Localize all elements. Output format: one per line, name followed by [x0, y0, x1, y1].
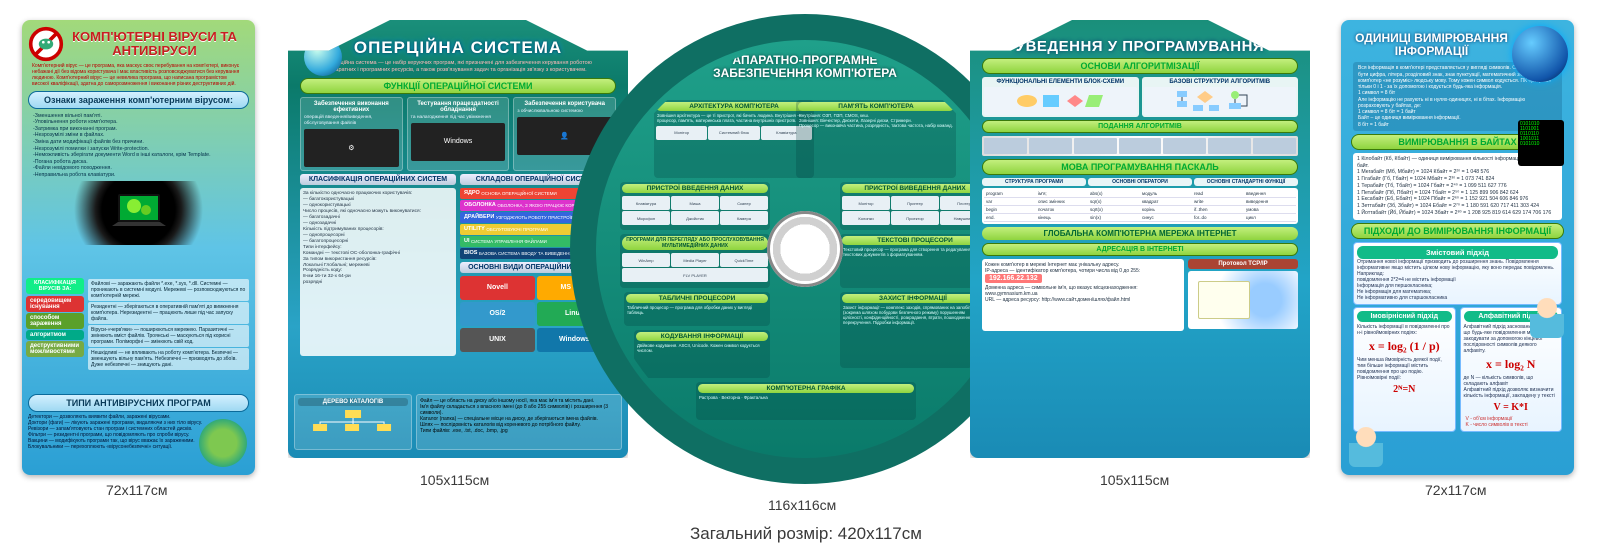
disc-hole — [767, 211, 843, 287]
formula-alpha: x = log₂ N — [1464, 357, 1559, 372]
panel-viruses: КОМП'ЮТЕРНІ ВІРУСИ ТА АНТИВІРУСИ Комп'ют… — [22, 20, 255, 475]
caption-total: Загальний розмір: 420x117см — [690, 524, 922, 544]
classification-desc-col: Файлові — заражають файли *.exe, *.sys, … — [88, 278, 249, 371]
ip-example: 192.166.22.132 — [985, 274, 1042, 283]
caption-2: 105x115см — [420, 472, 489, 488]
panel-disc: АПАРАТНО-ПРОГРАМНЕ ЗАБЕЗПЕЧЕННЯ КОМП'ЮТЕ… — [570, 14, 1040, 484]
tag-env-desc: Файлові — заражають файли *.exe, *.sys, … — [88, 279, 249, 301]
tag-algo: алгоритмом — [26, 330, 84, 340]
sec-mem: ПАМ'ЯТЬ КОМП'ЮТЕРА Внутрішня: ОЗП, ПЗП, … — [796, 100, 956, 178]
thumb-gear: ⚙ — [304, 129, 399, 167]
algo-row: ФУНКЦІОНАЛЬНІ ЕЛЕМЕНТИ БЛОК-СХЕМИ БАЗОВІ… — [976, 77, 1304, 117]
panel-units: ОДИНИЦІ ВИМІРЮВАННЯ ІНФОРМАЦІЇ Вся інфор… — [1341, 20, 1574, 475]
tag-algo-desc: Віруси-«черв'яки» — поширюються мережею.… — [88, 325, 249, 347]
caption-5: 72x117см — [1425, 482, 1487, 498]
band-internet: ГЛОБАЛЬНА КОМП'ЮТЕРНА МЕРЕЖА ІНТЕРНЕТ — [982, 227, 1298, 240]
content-approach-h: Змістовий підхід — [1357, 246, 1558, 259]
sec-in: ПРИСТРОЇ ВВЕДЕННЯ ДАНИХ КлавіатураМишаСк… — [620, 182, 770, 230]
data-globe-icon — [1512, 26, 1568, 82]
band-approaches: ПІДХОДИ ДО ВИМІРЮВАННЯ ІНФОРМАЦІЇ — [1351, 223, 1564, 239]
sec-code: КОДУВАННЯ ІНФОРМАЦІЇ Двійкове кодування.… — [634, 330, 770, 378]
caption-3: 116x116см — [768, 497, 836, 513]
band-os-func: ФУНКЦІЇ ОПЕРАЦІЙНОЇ СИСТЕМИ — [300, 78, 616, 94]
internet-diagram — [1188, 271, 1298, 329]
tag-inf: способом зараження — [26, 313, 84, 329]
proto-label: Протокол TCP/IP — [1188, 259, 1298, 269]
caption-1: 72x117см — [106, 482, 168, 498]
os-novell: Novell — [460, 276, 535, 300]
pascal-table: programім'я;abs(x)модульreadвведення var… — [982, 188, 1298, 224]
prob-approach: Імовірнісний підхід Кількість інформації… — [1353, 307, 1456, 432]
band-signs: Ознаки зараження комп'ютерним вірусом: — [28, 91, 249, 109]
signs-list: -Зменшення вільної пам'яті. -Уповільненн… — [28, 111, 249, 179]
globe-icon — [304, 38, 342, 76]
func-cell-1: Забезпечення виконання ефективнихопераці… — [300, 97, 403, 171]
sec-text: ТЕКСТОВІ ПРОЦЕСОРИ Текстовий процесор — … — [840, 234, 990, 288]
band-algo: ОСНОВИ АЛГОРИТМІЗАЦІЇ — [982, 58, 1298, 74]
formula-prob2: 2ᴺ=N — [1357, 384, 1452, 395]
sec-arch: АРХІТЕКТУРА КОМП'ЮТЕРА Зовнішня архітект… — [654, 100, 814, 178]
tag-env: середовищем існування — [26, 296, 84, 312]
tag-dest-desc: Нешкідливі — не впливають на роботу комп… — [88, 348, 249, 370]
panel1-title: КОМП'ЮТЕРНІ ВІРУСИ ТА АНТИВІРУСИ — [60, 30, 249, 59]
pascal-headers: СТРУКТУРА ПРОГРАМИ ОСНОВНІ ОПЕРАТОРИ ОСН… — [976, 178, 1304, 186]
caption-4: 105x115см — [1100, 472, 1169, 488]
tag-dest: деструктивними можливостями — [26, 341, 84, 357]
panel-programming: УВЕДЕННЯ У ПРОГРАМУВАННЯ ОСНОВИ АЛГОРИТМ… — [970, 20, 1310, 458]
band-av-types: ТИПИ АНТИВІРУСНИХ ПРОГРАМ — [28, 394, 249, 412]
panel1-intro: Комп'ютерний вірус — це програма, яка ма… — [32, 63, 245, 87]
flowchart-shapes-icon — [984, 87, 1137, 115]
poster-set: КОМП'ЮТЕРНІ ВІРУСИ ТА АНТИВІРУСИ Комп'ют… — [0, 0, 1600, 551]
band-repr: ПОДАННЯ АЛГОРИТМІВ — [982, 120, 1298, 133]
class-text: За кількістю одночасно працюючих користу… — [300, 188, 456, 356]
sub-tree: ДЕРЕВО КАТАЛОГІВ — [298, 398, 408, 406]
content-approach-p: Отримання нової інформації призводить до… — [1357, 259, 1558, 301]
formula-prob: x = log₂ (1 / p) — [1357, 339, 1452, 354]
sec-table: ТАБЛИЧНІ ПРОЦЕСОРИ Табличний процесор — … — [624, 292, 770, 326]
box-blocks: ФУНКЦІОНАЛЬНІ ЕЛЕМЕНТИ БЛОК-СХЕМИ — [982, 77, 1139, 117]
thumb-win: Windows — [411, 123, 506, 161]
sec-guard: ЗАХИСТ ІНФОРМАЦІЇ Захист інформації — ко… — [840, 292, 986, 368]
algo-structures-icon — [1144, 87, 1297, 115]
sec-out: ПРИСТРОЇ ВИВЕДЕННЯ ДАНИХ МоніторПринтерП… — [840, 182, 990, 230]
sub-class: КЛАСИФІКАЦІЯ ОПЕРАЦІЙНИХ СИСТЕМ — [300, 174, 456, 185]
classification-label-col: КЛАСИФІКАЦІЯ ВІРУСІВ ЗА: середовищем існ… — [26, 278, 84, 358]
binary-matrix-icon: 01010101101001011011010010110101010 — [1518, 120, 1564, 166]
addressing-box: Кожен комп'ютер в мережі Інтернет має ун… — [982, 259, 1184, 331]
virus-laptop-illustration — [37, 181, 240, 245]
tree-icon — [298, 408, 408, 444]
os-unix: UNIX — [460, 328, 535, 352]
band-pascal: МОВА ПРОГРАМУВАННЯ ПАСКАЛЬ — [982, 159, 1298, 175]
os-os2: OS/2 — [460, 302, 535, 326]
func-cell-2: Тестування працездатності обладнаннята н… — [407, 97, 510, 171]
formula-alpha2: V = K*I — [1464, 402, 1559, 413]
kid-icon-1 — [1530, 298, 1564, 338]
kid-icon-2 — [1349, 427, 1383, 467]
alpha-legend: V - об'єм інформації K - число символів … — [1464, 416, 1559, 428]
sec-gfx: КОМП'ЮТЕРНА ГРАФІКА Растрова · Векторна … — [696, 382, 916, 420]
band-addressing: АДРЕСАЦІЯ В ІНТЕРНЕТІ — [982, 243, 1298, 256]
sec-media: ПРОГРАМИ ДЛЯ ПЕРЕГЛЯДУ АБО ПРОСЛУХОВУВАН… — [620, 234, 770, 288]
disc-title: АПАРАТНО-ПРОГРАМНЕ ЗАБЕЗПЕЧЕННЯ КОМП'ЮТЕ… — [602, 46, 1008, 80]
no-virus-icon — [26, 24, 66, 64]
class-label: КЛАСИФІКАЦІЯ ВІРУСІВ ЗА: — [26, 278, 84, 294]
tag-inf-desc: Резидентні — зберігаються в оперативній … — [88, 302, 249, 324]
algo-photo-strip — [982, 136, 1298, 156]
virus-cartoon-icon — [199, 419, 247, 467]
box-struct: БАЗОВІ СТРУКТУРИ АЛГОРИТМІВ — [1142, 77, 1299, 117]
